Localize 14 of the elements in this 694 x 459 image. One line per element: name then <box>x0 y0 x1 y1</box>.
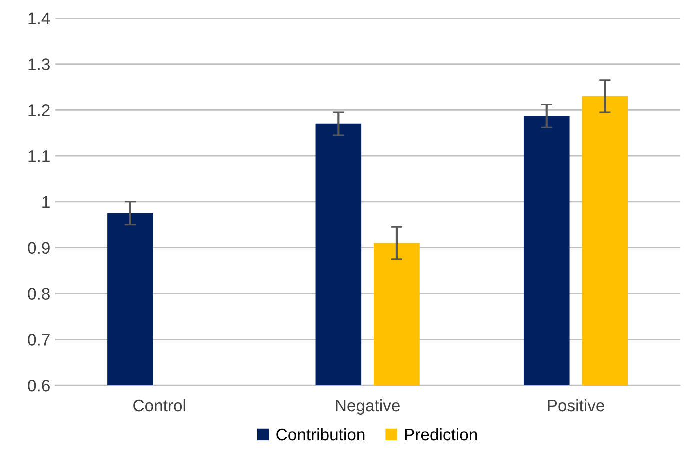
y-tick-label: 1 <box>42 196 50 208</box>
x-tick-label: Positive <box>548 399 604 412</box>
y-tick-label: 0.6 <box>28 380 50 392</box>
y-tick-label: 1.3 <box>28 58 50 70</box>
legend-label: Contribution <box>276 428 365 441</box>
x-tick-label: Control <box>134 399 186 412</box>
y-tick-label: 0.8 <box>28 288 50 300</box>
y-tick-label: 0.9 <box>28 242 50 254</box>
y-tick-label: 1.1 <box>28 150 50 162</box>
legend-label: Prediction <box>405 428 478 441</box>
y-tick-label: 1.2 <box>28 104 50 116</box>
y-tick-label: 1.4 <box>28 12 50 24</box>
x-tick-label: Negative <box>336 399 400 415</box>
y-tick-label: 0.7 <box>28 334 50 346</box>
